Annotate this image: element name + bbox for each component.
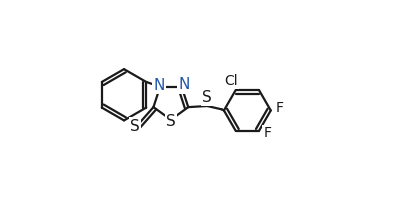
Text: F: F — [264, 126, 272, 140]
Text: S: S — [130, 119, 140, 134]
Text: F: F — [275, 101, 284, 115]
Text: N: N — [153, 78, 165, 93]
Text: Cl: Cl — [224, 74, 237, 88]
Text: S: S — [202, 90, 212, 105]
Text: N: N — [178, 77, 189, 92]
Text: S: S — [166, 114, 176, 129]
